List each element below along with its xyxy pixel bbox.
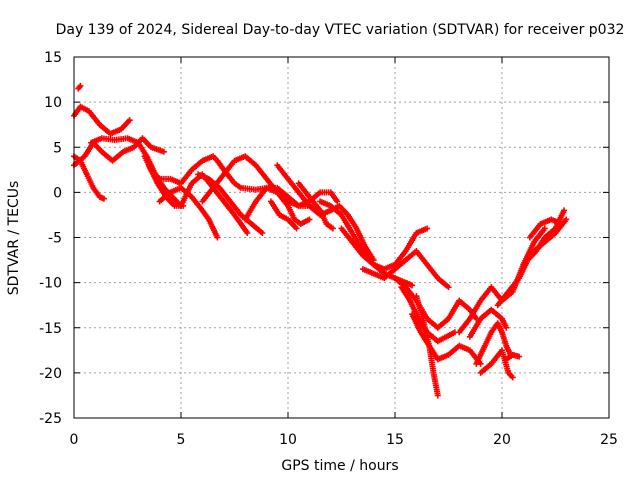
series-arc-22	[413, 293, 441, 399]
data-point	[306, 216, 313, 223]
x-tick-label: 5	[177, 432, 186, 448]
data-point	[445, 284, 452, 291]
data-point	[409, 282, 416, 289]
series-arc-12	[242, 184, 341, 223]
series-arc-10	[195, 171, 266, 236]
series-arc-17	[338, 225, 431, 273]
y-tick-label: -5	[48, 231, 62, 247]
series-arc-25	[473, 320, 514, 367]
series-arc-15	[295, 180, 336, 232]
data-point	[516, 353, 523, 360]
y-tick-label: -20	[39, 366, 62, 382]
data-point	[541, 225, 548, 232]
series-arc-30	[526, 216, 565, 241]
series-arc-8	[156, 184, 221, 241]
data-layer	[71, 82, 570, 399]
data-point	[509, 374, 516, 381]
y-tick-label: -25	[39, 411, 62, 427]
data-point	[160, 148, 167, 155]
data-point	[424, 225, 431, 232]
x-tick-label: 10	[279, 432, 297, 448]
chart-title: Day 139 of 2024, Sidereal Day-to-day VTE…	[56, 22, 625, 38]
y-tick-label: 0	[53, 185, 62, 201]
data-point	[77, 82, 84, 89]
y-tick-label: 10	[44, 95, 62, 111]
data-point	[558, 220, 565, 227]
series-arc-2	[71, 103, 133, 137]
x-tick-label: 15	[386, 432, 404, 448]
y-tick-label: 15	[44, 50, 62, 66]
series-arc-29	[520, 216, 570, 268]
data-point	[561, 207, 568, 214]
data-point	[329, 225, 336, 232]
data-point	[434, 392, 441, 399]
series-arc-26	[477, 347, 516, 381]
data-point	[563, 216, 570, 223]
data-point	[503, 324, 510, 331]
data-point	[126, 117, 133, 124]
x-axis-label: GPS time / hours	[281, 458, 398, 474]
data-point	[293, 225, 300, 232]
data-point	[244, 229, 251, 236]
data-point	[334, 198, 341, 205]
x-tick-label: 0	[70, 432, 79, 448]
data-point	[259, 229, 266, 236]
y-tick-label: -15	[39, 321, 62, 337]
series-arc-3	[75, 82, 84, 92]
series-arc-13	[267, 198, 300, 232]
plot-frame	[73, 56, 610, 419]
data-point	[214, 234, 221, 241]
series-arc-24	[466, 306, 510, 340]
x-tick-label: 20	[493, 432, 511, 448]
series-arc-18	[359, 248, 452, 291]
y-tick-label: -10	[39, 276, 62, 292]
x-tick-label: 25	[600, 432, 618, 448]
series-arc-14	[274, 162, 377, 264]
grid	[74, 57, 609, 418]
series-arc-1	[71, 153, 107, 202]
y-axis-label: SDTVAR / TECUs	[6, 181, 22, 296]
y-tick-label: 5	[53, 140, 62, 156]
data-point	[100, 195, 107, 202]
series-arc-27	[503, 351, 523, 363]
